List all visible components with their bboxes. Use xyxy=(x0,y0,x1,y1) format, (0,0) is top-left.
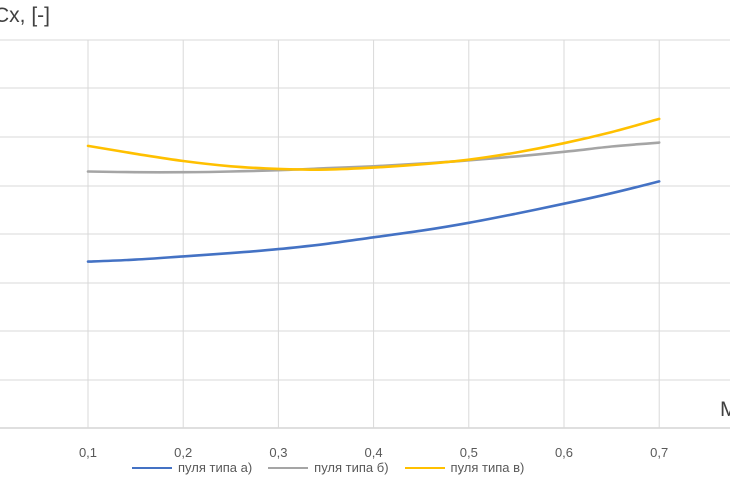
x-tick-label: 0,4 xyxy=(365,445,383,460)
legend-swatch-series-b xyxy=(268,466,309,469)
legend-item-series-a: пуля типа а) xyxy=(132,460,252,475)
legend-item-series-c: пуля типа в) xyxy=(404,460,525,475)
x-tick-label: 0,6 xyxy=(555,445,573,460)
x-tick-labels: 0,1 0,2 0,3 0,4 0,5 0,6 0,7 xyxy=(79,445,668,460)
x-tick-label: 0,2 xyxy=(174,445,192,460)
series-c-line xyxy=(86,117,661,171)
legend-label-series-a: пуля типа а) xyxy=(178,460,253,475)
x-tick-label: 0,1 xyxy=(79,445,97,460)
legend-swatch-series-c xyxy=(404,466,445,469)
legend-swatch-series-a xyxy=(132,466,172,469)
legend-label-series-c: пуля типа в) xyxy=(450,460,525,475)
gridlines xyxy=(0,39,730,429)
legend: пуля типа а) пуля типа б) пуля типа в) xyxy=(132,460,540,475)
x-tick-label: 0,3 xyxy=(269,445,287,460)
legend-label-series-b: пуля типа б) xyxy=(314,460,389,475)
series-lines xyxy=(86,117,661,263)
x-tick-label: 0,7 xyxy=(650,445,668,460)
x-tick-label: 0,5 xyxy=(460,445,478,460)
legend-item-series-b: пуля типа б) xyxy=(268,460,389,475)
x-axis-label: M xyxy=(720,398,730,421)
series-a-line xyxy=(86,180,661,263)
y-axis-label: Cx, [-] xyxy=(0,4,50,27)
